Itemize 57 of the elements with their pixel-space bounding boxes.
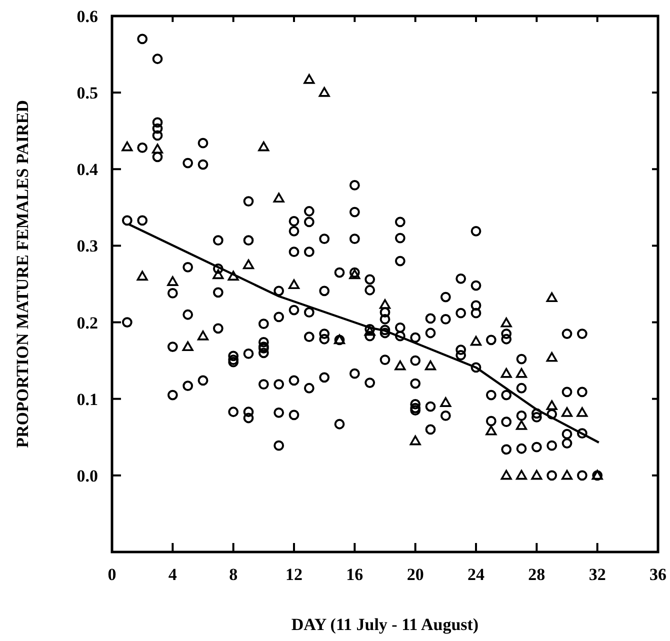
point	[516, 368, 528, 378]
point	[152, 144, 164, 154]
x-tick-label: 20	[406, 565, 424, 584]
point	[531, 470, 542, 480]
x-tick-label: 4	[168, 565, 178, 584]
point	[470, 336, 482, 346]
point	[258, 141, 270, 152]
x-axis-title: DAY (11 July - 11 August)	[291, 615, 479, 634]
point	[500, 368, 512, 378]
point	[410, 435, 421, 446]
x-tick-label: 32	[588, 565, 606, 584]
y-tick-label: 0.0	[76, 466, 98, 486]
point	[212, 269, 224, 280]
point	[122, 141, 133, 152]
point	[592, 470, 603, 480]
point	[546, 352, 558, 362]
x-tick-label: 0	[108, 565, 116, 584]
x-tick-label: 28	[528, 565, 546, 584]
point	[182, 341, 194, 352]
point	[273, 192, 284, 202]
y-axis-title: PROPORTION MATURE FEMALES PAIRED	[13, 100, 32, 448]
x-tick-label: 24	[468, 565, 485, 584]
y-tick-label: 0.2	[76, 313, 98, 332]
point	[197, 330, 209, 340]
point	[576, 407, 588, 417]
point	[546, 400, 558, 410]
x-tick-label: 8	[229, 565, 238, 584]
y-tick-label: 0.4	[76, 160, 98, 180]
x-tick-label: 16	[346, 565, 364, 584]
point	[242, 259, 254, 270]
point	[394, 360, 406, 370]
point	[561, 470, 573, 480]
y-tick-label: 0.5	[76, 84, 98, 103]
point	[364, 326, 376, 336]
point	[516, 470, 528, 480]
point	[424, 360, 436, 370]
point	[167, 276, 178, 286]
point	[228, 270, 239, 281]
point	[516, 420, 528, 430]
point	[136, 270, 148, 281]
point	[500, 318, 512, 328]
point	[561, 407, 573, 417]
point	[334, 334, 346, 344]
point	[304, 74, 315, 84]
point	[440, 397, 452, 407]
point	[500, 470, 512, 480]
y-tick-label: 0.6	[76, 7, 98, 26]
point	[349, 269, 360, 280]
x-tick-label: 12	[286, 565, 302, 584]
x-tick-label: 36	[650, 565, 666, 584]
point	[546, 292, 558, 302]
y-tick-label: 0.3	[76, 236, 98, 256]
point	[486, 425, 497, 436]
point	[318, 87, 330, 97]
y-tick-label: 0.1	[76, 390, 98, 409]
point	[288, 279, 300, 290]
point	[379, 299, 391, 309]
